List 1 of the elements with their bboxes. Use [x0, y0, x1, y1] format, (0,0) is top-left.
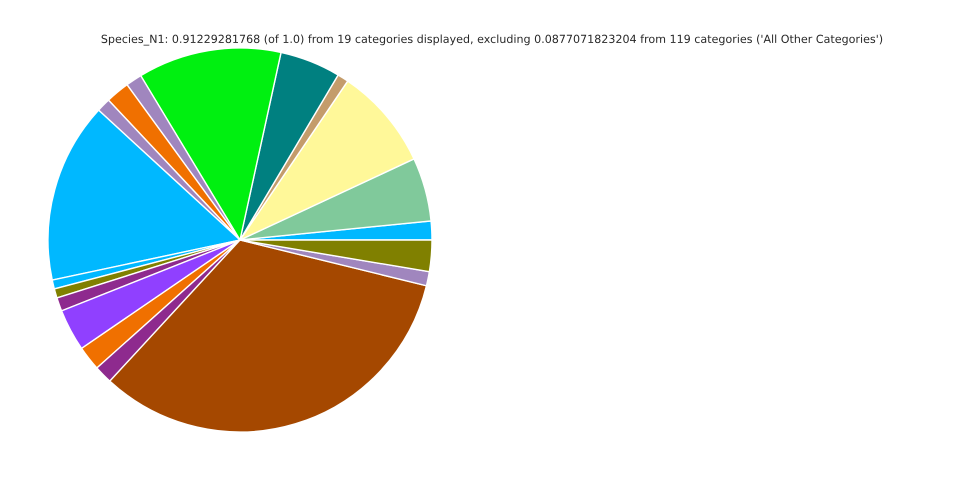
text: Species_N1: 0.91229281768 (of 1.0) from 19 categories displayed, excluding 0.0877071823204 from 119 categories ('All Other Categories') [102, 34, 882, 46]
